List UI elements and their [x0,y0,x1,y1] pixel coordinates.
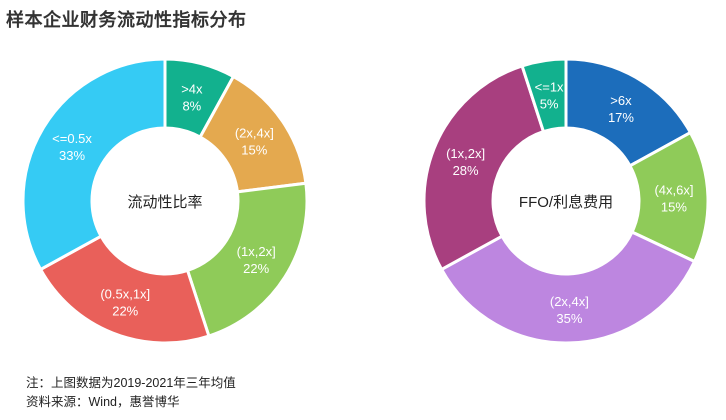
slice-category-label: (4x,6x] [654,183,693,198]
donut-slice-1x-2x [185,181,309,338]
slice-value-label: 28% [453,163,479,178]
donut-chart-ffo-interest: >6x 17%(4x,6x] 15%(2x,4x] 35%(1x,2x] 28%<=1x… [422,57,710,345]
slice-label: (1x,2x] 22% [237,244,276,276]
donut-slice-0-5x-1x [38,234,211,345]
slice-label: >6x 17% [608,93,634,125]
slice-category-label: (2x,4x] [550,294,589,309]
donut-chart-liquidity-ratio: >4x 8%(2x,4x] 15%(1x,2x] 22%(0.5x,1x] 22%<=0… [21,57,309,345]
slice-category-label: (1x,2x] [237,244,276,259]
slice-value-label: 33% [59,148,85,163]
donut-slice-le1x [520,57,568,134]
donut-slice-2x-4x [439,230,697,345]
slice-label: (4x,6x] 15% [654,183,693,215]
donut-center-label: FFO/利息费用 [519,194,613,211]
chart-title: 样本企业财务流动性指标分布 [6,10,247,30]
slice-label: <=0.5x 33% [52,131,92,163]
slice-label: <=1x 5% [535,79,564,111]
donut-slice-le0-5x [21,57,167,272]
slice-value-label: 15% [661,200,687,215]
donut-charts: >4x 8%(2x,4x] 15%(1x,2x] 22%(0.5x,1x] 22%<=0… [21,57,710,345]
footnote-source: 资料来源：Wind，惠誉博华 [26,395,180,409]
slice-value-label: 15% [241,142,267,157]
donut-slice-gt6x [564,57,693,168]
slice-category-label: (2x,4x] [235,125,274,140]
slice-label: (1x,2x] 28% [446,146,485,178]
slice-value-label: 35% [556,311,582,326]
slice-label: (2x,4x] 35% [550,294,589,326]
slice-value-label: 22% [243,261,269,276]
donut-center-label: 流动性比率 [127,194,202,211]
footnote-data-period: 注：上图数据为2019-2021年三年均值 [26,376,236,390]
slice-value-label: 22% [112,303,138,318]
slice-label: (2x,4x] 15% [235,125,274,157]
slice-value-label: 5% [540,96,559,111]
slice-label: >4x 8% [181,81,203,113]
slice-category-label: (1x,2x] [446,146,485,161]
slice-label: (0.5x,1x] 22% [100,286,150,318]
slice-value-label: 17% [608,110,634,125]
slice-category-label: (0.5x,1x] [100,286,150,301]
slice-category-label: >6x [610,93,632,108]
slice-category-label: <=0.5x [52,131,92,146]
donut-slice-1x-2x [422,64,546,272]
slice-category-label: >4x [181,81,203,96]
footnotes: 注：上图数据为2019-2021年三年均值 资料来源：Wind，惠誉博华 [26,374,236,412]
slice-value-label: 8% [182,98,201,113]
slice-category-label: <=1x [535,79,564,94]
